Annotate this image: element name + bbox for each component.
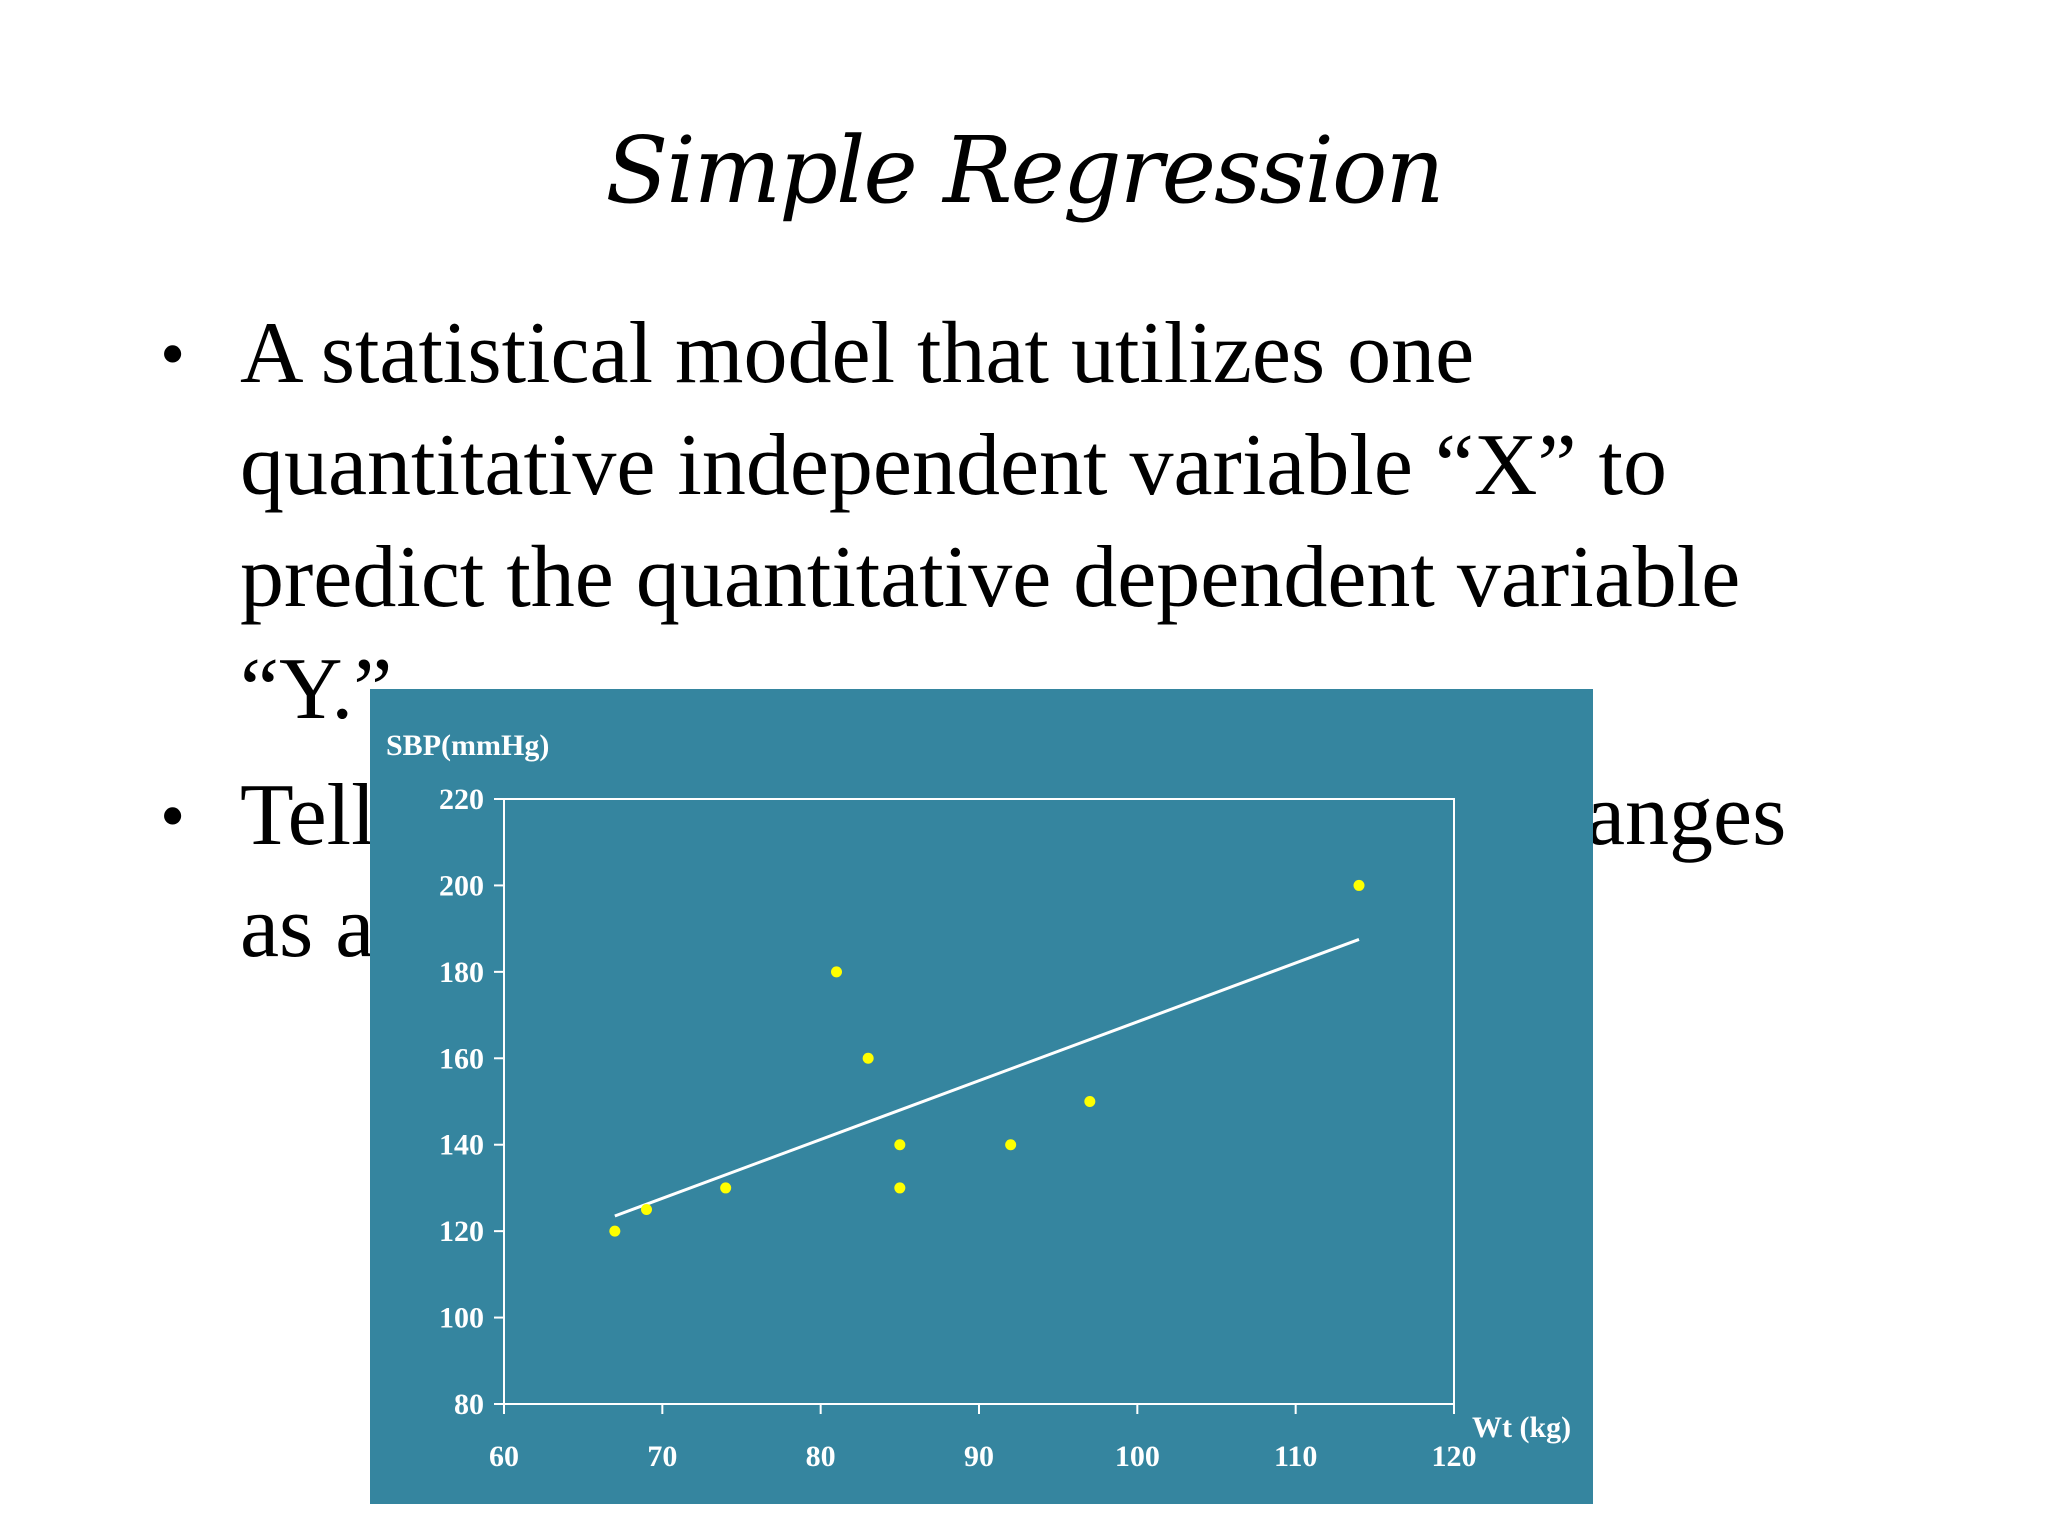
data-point: [1005, 1139, 1017, 1151]
y-tick-label: 220: [439, 783, 484, 816]
slide-title: Simple Regression: [605, 117, 1444, 224]
y-axis: 80 100 120 140 160 180 200 220: [439, 783, 504, 1421]
trendline: [614, 938, 1360, 1218]
y-tick-label: 120: [439, 1215, 484, 1248]
bullet-dot-icon: •: [160, 314, 186, 394]
x-tick-label: 80: [806, 1440, 836, 1473]
bullet-item: • A statistical model that utilizes one …: [160, 298, 1860, 758]
x-tick-label: 100: [1115, 1440, 1160, 1473]
bullet-dot-icon: •: [160, 776, 186, 856]
chart-svg: 80 100 120 140 160 180 200 220 60 70 80 90 100 110 12…: [386, 729, 1571, 1473]
data-point: [894, 1139, 906, 1151]
data-point: [831, 966, 842, 978]
x-tick-label: 60: [489, 1440, 519, 1473]
y-tick-label: 100: [439, 1302, 484, 1335]
data-point: [862, 1052, 874, 1064]
data-point: [609, 1225, 621, 1237]
x-tick-label: 90: [964, 1440, 994, 1473]
x-tick-label: 110: [1274, 1440, 1317, 1473]
y-tick-label: 160: [439, 1042, 484, 1075]
data-point: [894, 1182, 906, 1194]
x-axis-title: Wt (kg): [1472, 1411, 1571, 1444]
plot-area-frame: [503, 798, 1455, 1405]
y-tick-label: 200: [439, 869, 484, 902]
points-group: [609, 879, 1365, 1237]
data-point: [641, 1204, 652, 1216]
bullet-text: A statistical model that utilizes one qu…: [240, 305, 1741, 738]
scatter-chart: 80 100 120 140 160 180 200 220 60 70 80 90 100 110 12…: [370, 689, 1593, 1504]
x-tick-label: 70: [647, 1440, 677, 1473]
y-tick-label: 80: [454, 1388, 484, 1421]
data-point: [1353, 879, 1365, 891]
data-point: [1084, 1096, 1096, 1107]
data-point: [720, 1182, 732, 1194]
x-axis: 60 70 80 90 100 110 120: [489, 1404, 1477, 1473]
y-tick-label: 140: [439, 1129, 484, 1162]
y-axis-title: SBP(mmHg): [386, 729, 549, 762]
trendline-group: [614, 938, 1360, 1218]
y-tick-label: 180: [439, 956, 484, 989]
x-tick-label: 120: [1432, 1440, 1477, 1473]
